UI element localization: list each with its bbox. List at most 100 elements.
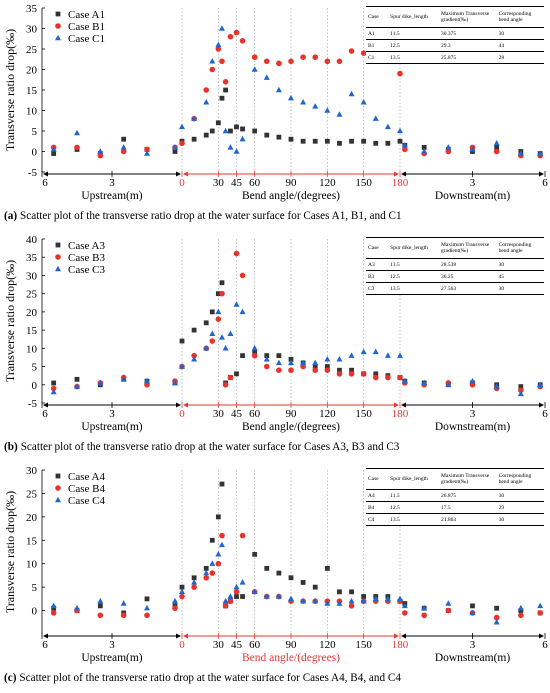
x-tick-label: 6 <box>542 408 548 420</box>
point <box>203 132 209 138</box>
point <box>312 364 318 369</box>
table-header-cell: Spur dike_length <box>388 6 440 28</box>
point <box>239 532 246 539</box>
point <box>445 381 452 387</box>
point <box>421 604 428 611</box>
point <box>251 588 258 595</box>
segment-label: Bend angle/(degrees) <box>242 421 340 433</box>
point <box>251 66 258 72</box>
table-cell: 11.5 <box>388 489 440 502</box>
x-tick-label: 120 <box>319 177 336 189</box>
point <box>234 371 239 377</box>
table-cell: C4 <box>366 513 389 526</box>
table-cell: A3 <box>366 258 389 271</box>
point <box>252 349 258 355</box>
point <box>120 612 127 619</box>
y-tick-label: 30 <box>26 24 38 36</box>
y-tick-label: 35 <box>26 252 38 264</box>
segment-label: Downstream(m) <box>435 421 511 433</box>
point <box>219 95 225 101</box>
table-row: B1 12.5 29.3 44 <box>366 39 544 52</box>
point <box>445 144 452 150</box>
table-header-cell: Corresponding bend angle <box>496 6 544 28</box>
point <box>191 584 197 590</box>
x-tick-label: 30 <box>213 639 225 651</box>
point <box>336 111 343 117</box>
point <box>51 380 57 386</box>
point <box>50 146 57 152</box>
point <box>251 352 258 359</box>
point <box>288 595 294 602</box>
point <box>215 514 221 520</box>
point <box>120 148 127 155</box>
point <box>239 135 246 142</box>
point <box>518 608 524 613</box>
caption-label: (c) <box>4 672 17 684</box>
point <box>191 327 197 333</box>
point <box>219 280 225 286</box>
point <box>263 355 270 362</box>
caption: (c) Scatter plot of the transverse ratio … <box>4 672 401 684</box>
point <box>240 594 245 599</box>
point <box>494 145 500 150</box>
point <box>74 383 80 389</box>
point <box>222 381 229 388</box>
point <box>276 134 282 140</box>
x-tick-label: 3 <box>470 639 476 651</box>
y-axis-label: Transverse ratio drop(‰) <box>3 260 17 382</box>
x-tick-label: 0 <box>179 177 185 189</box>
table-cell: 30 <box>496 489 544 502</box>
point <box>227 374 234 381</box>
point <box>517 390 524 397</box>
table-header-cell: Case <box>366 468 389 490</box>
table-cell: 12.5 <box>388 501 440 514</box>
point <box>252 551 258 557</box>
point <box>493 383 500 389</box>
legend-label: Case A3 <box>68 240 105 252</box>
point <box>239 272 246 279</box>
point <box>397 70 403 77</box>
table-header-cell: Case <box>366 237 389 259</box>
point <box>445 600 452 606</box>
x-tick-label: 6 <box>42 177 48 189</box>
x-tick-label: 150 <box>355 177 372 189</box>
table-cell: B1 <box>366 39 389 52</box>
point <box>120 376 127 382</box>
table-row: B3 12.5 36.25 45 <box>366 270 544 283</box>
point <box>55 265 61 272</box>
point <box>179 584 185 590</box>
point <box>360 99 367 105</box>
point <box>215 308 222 315</box>
data-table: Case Spur dike_length Maximum Transverse g… <box>366 237 544 295</box>
point <box>349 138 354 144</box>
point <box>222 345 229 351</box>
y-tick-label: 0 <box>32 147 38 159</box>
point <box>191 115 198 121</box>
point <box>191 352 197 359</box>
point <box>537 610 543 616</box>
point <box>251 345 258 351</box>
table-cell: 26.875 <box>439 489 497 502</box>
point <box>537 381 544 387</box>
point <box>493 140 500 146</box>
point <box>361 594 367 599</box>
table-cell: 44 <box>496 39 544 52</box>
point <box>51 151 57 156</box>
x-tick-label: 180 <box>392 639 409 651</box>
point <box>144 381 150 388</box>
point <box>74 376 80 382</box>
point <box>312 103 319 109</box>
point <box>219 58 225 65</box>
x-tick-label: 3 <box>109 408 115 420</box>
point <box>421 145 427 150</box>
x-tick-label: 3 <box>109 639 115 651</box>
point <box>300 580 306 585</box>
point <box>228 128 233 134</box>
point <box>209 58 216 64</box>
point <box>275 86 282 93</box>
point <box>337 589 342 595</box>
x-tick-label: 150 <box>355 408 372 420</box>
point <box>518 384 524 389</box>
point <box>288 575 294 581</box>
point <box>233 29 240 36</box>
